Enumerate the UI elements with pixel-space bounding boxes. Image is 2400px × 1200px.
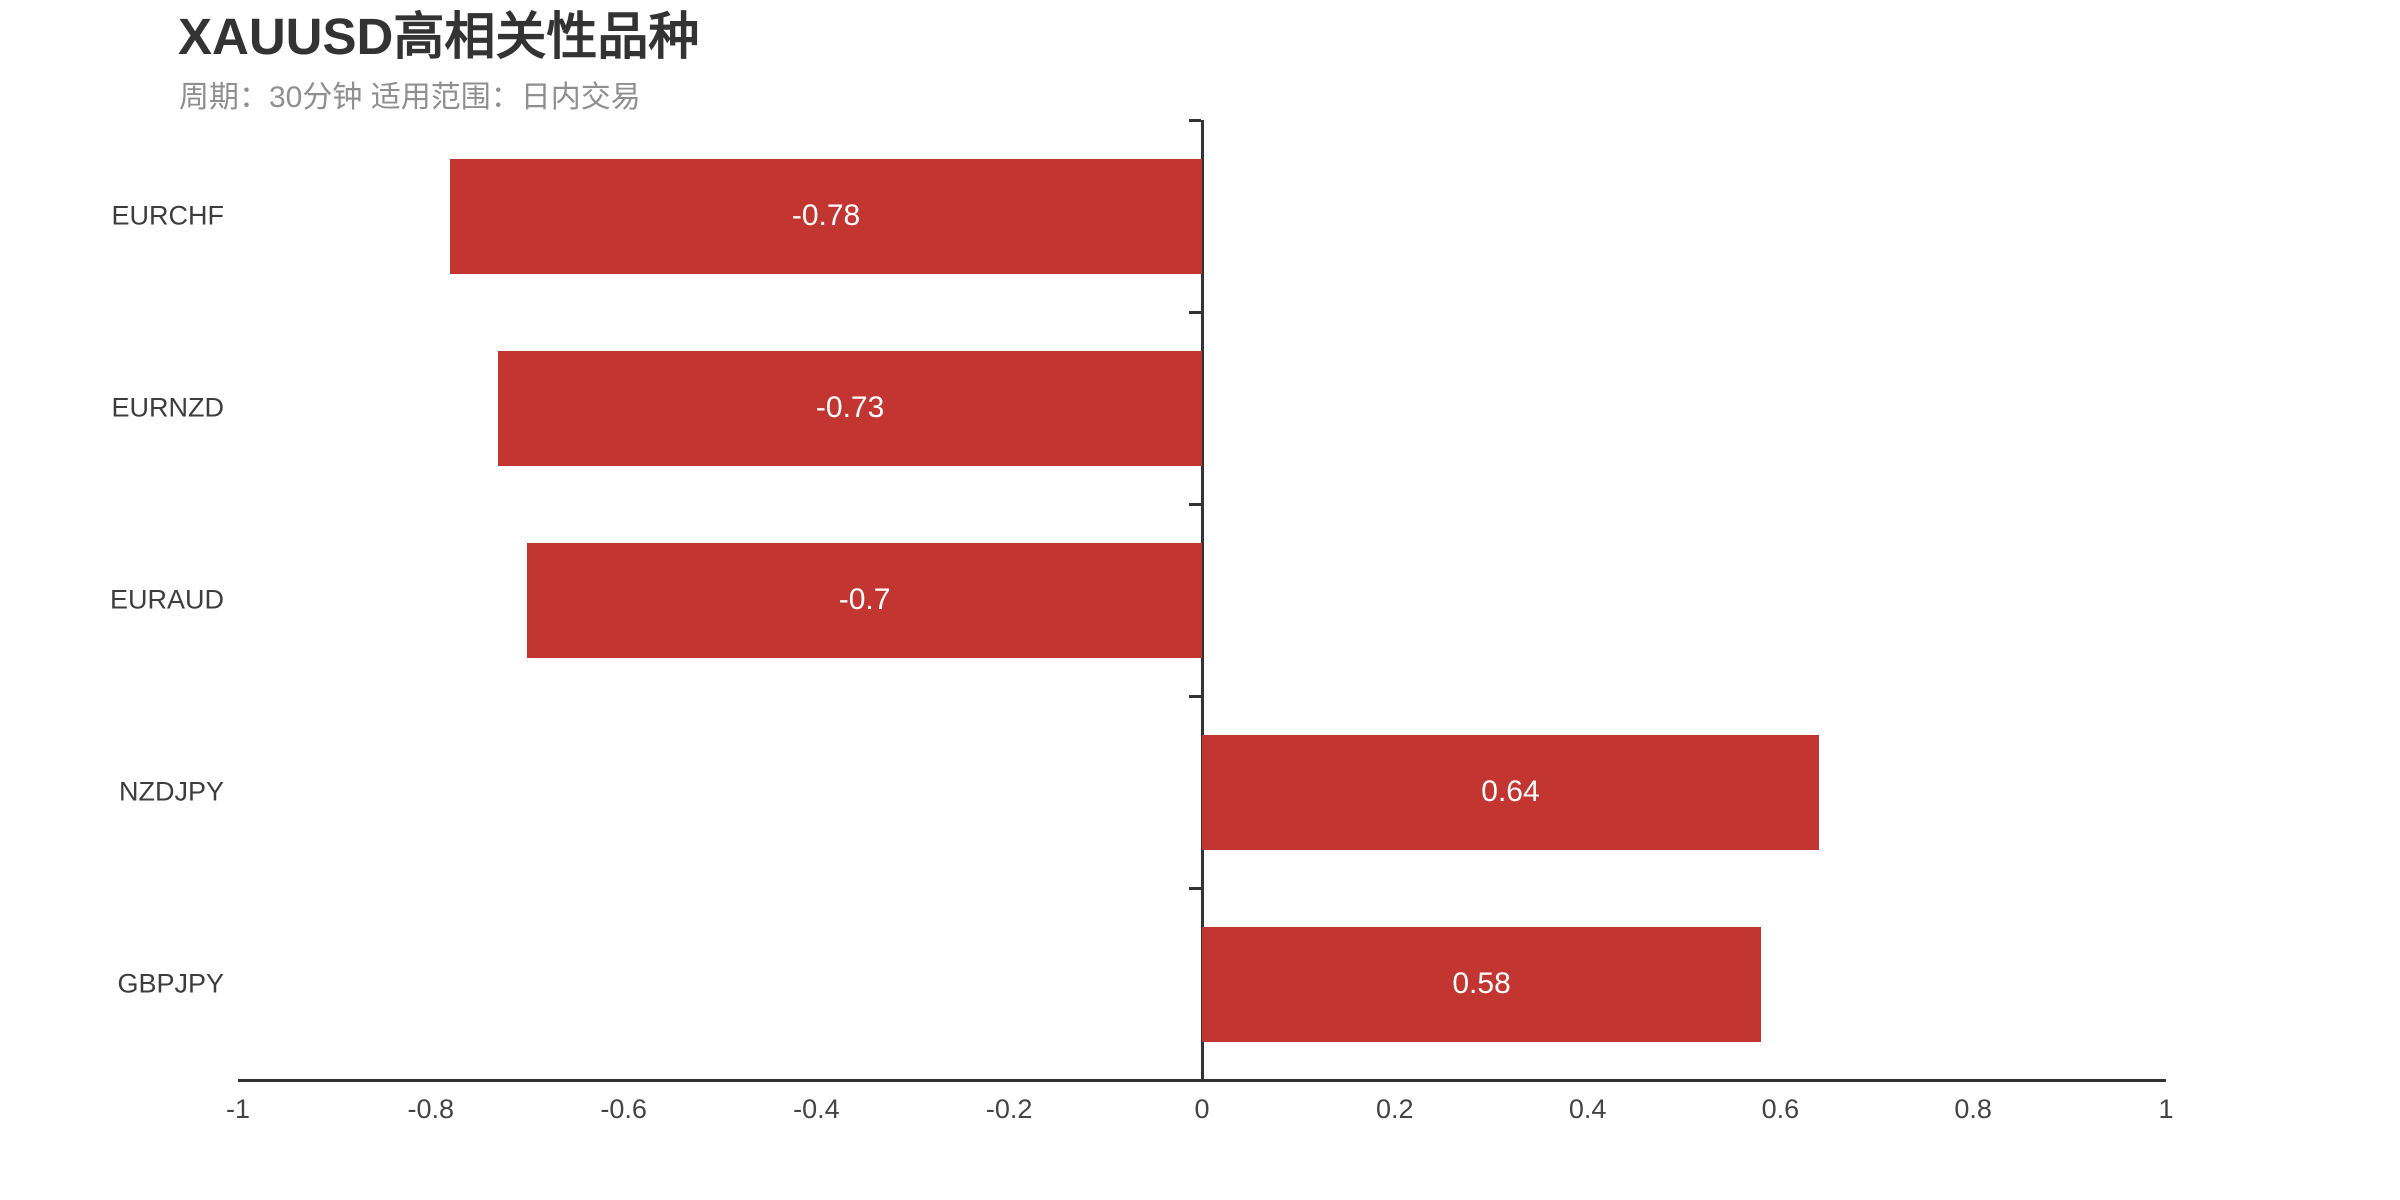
x-tick-label: -0.6	[600, 1094, 647, 1124]
bar-value-label: 0.58	[1452, 967, 1511, 1000]
bar-value-label: -0.7	[838, 583, 891, 616]
category-label: GBPJPY	[117, 968, 224, 999]
y-axis-tick	[1188, 119, 1201, 122]
x-tick-label: 0.4	[1568, 1094, 1607, 1124]
x-tick-label: 0.8	[1954, 1094, 1992, 1124]
y-axis-line	[1200, 120, 1204, 1080]
x-tick-label: -0.8	[407, 1094, 455, 1124]
x-tick-label: 0.6	[1761, 1094, 1800, 1124]
x-tick-label: 0	[1194, 1094, 1210, 1124]
x-tick-label: -0.2	[985, 1094, 1033, 1124]
bar-value-label: 0.64	[1481, 775, 1540, 808]
y-axis-tick	[1188, 311, 1201, 314]
bar-value-label: -0.73	[815, 391, 885, 424]
y-axis-tick	[1188, 695, 1201, 698]
x-tick-label: -0.4	[793, 1094, 840, 1124]
x-axis-line	[238, 1078, 2166, 1082]
bar-euraud[interactable]: -0.7	[527, 542, 1202, 658]
chart-title: XAUUSD高相关性品种	[178, 8, 700, 65]
y-axis-tick	[1188, 503, 1201, 506]
category-label: EURAUD	[109, 584, 224, 615]
category-label: EURNZD	[111, 392, 225, 423]
bar-eurchf[interactable]: -0.78	[450, 158, 1202, 274]
x-tick-label: -1	[225, 1094, 251, 1124]
bar-gbpjpy[interactable]: 0.58	[1202, 926, 1762, 1042]
category-label: NZDJPY	[118, 776, 224, 807]
bar-value-label: -0.78	[791, 199, 861, 232]
bar-nzdjpy[interactable]: 0.64	[1202, 734, 1819, 850]
y-axis-tick	[1188, 887, 1201, 890]
chart-subtitle: 周期：30分钟 适用范围：日内交易	[179, 81, 641, 114]
category-label: EURCHF	[111, 200, 225, 231]
x-tick-label: 0.2	[1376, 1094, 1414, 1124]
x-tick-label: 1	[2158, 1094, 2174, 1124]
bar-eurnzd[interactable]: -0.73	[498, 350, 1202, 466]
